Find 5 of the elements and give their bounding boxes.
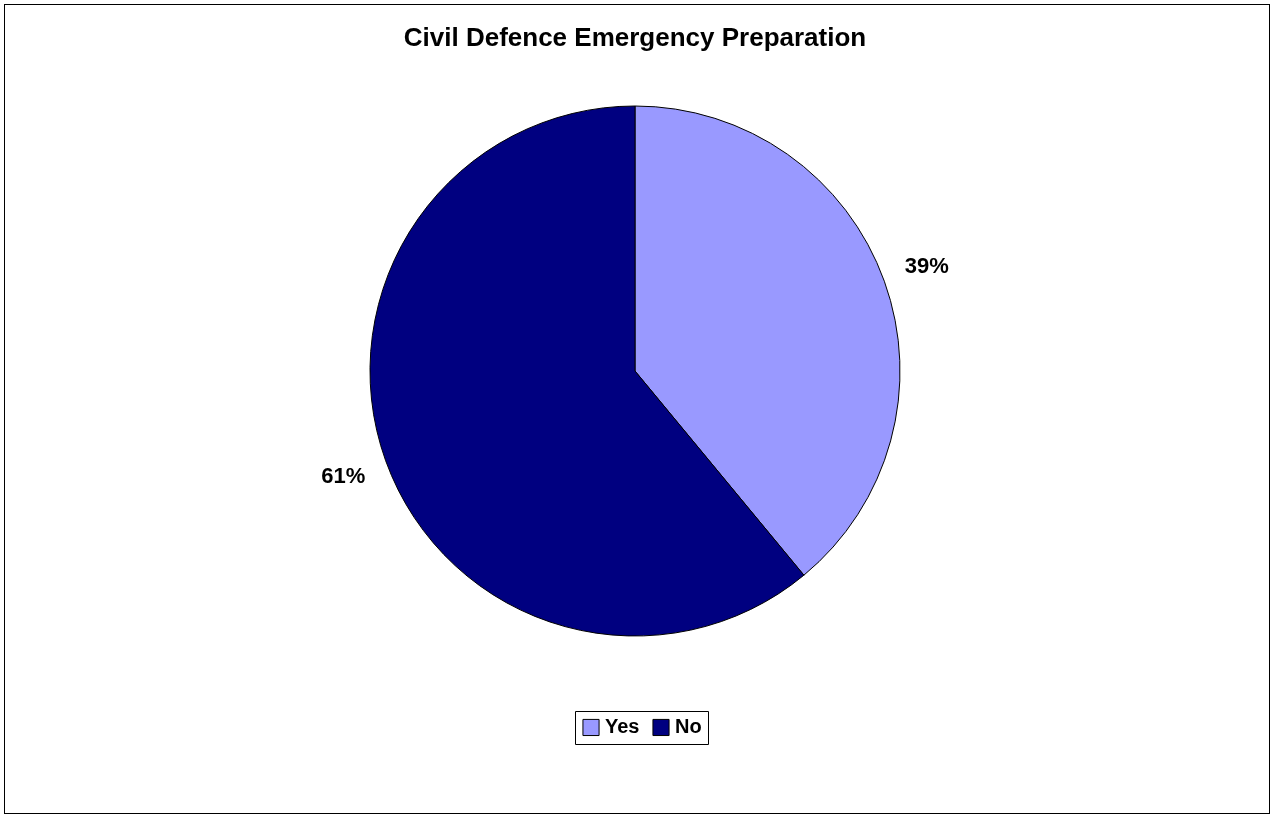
legend-label: No (675, 715, 702, 738)
legend-label: Yes (605, 715, 640, 738)
chart-title: Civil Defence Emergency Preparation (403, 22, 867, 52)
data-label: 61% (321, 463, 366, 489)
data-label: 39% (904, 252, 949, 278)
